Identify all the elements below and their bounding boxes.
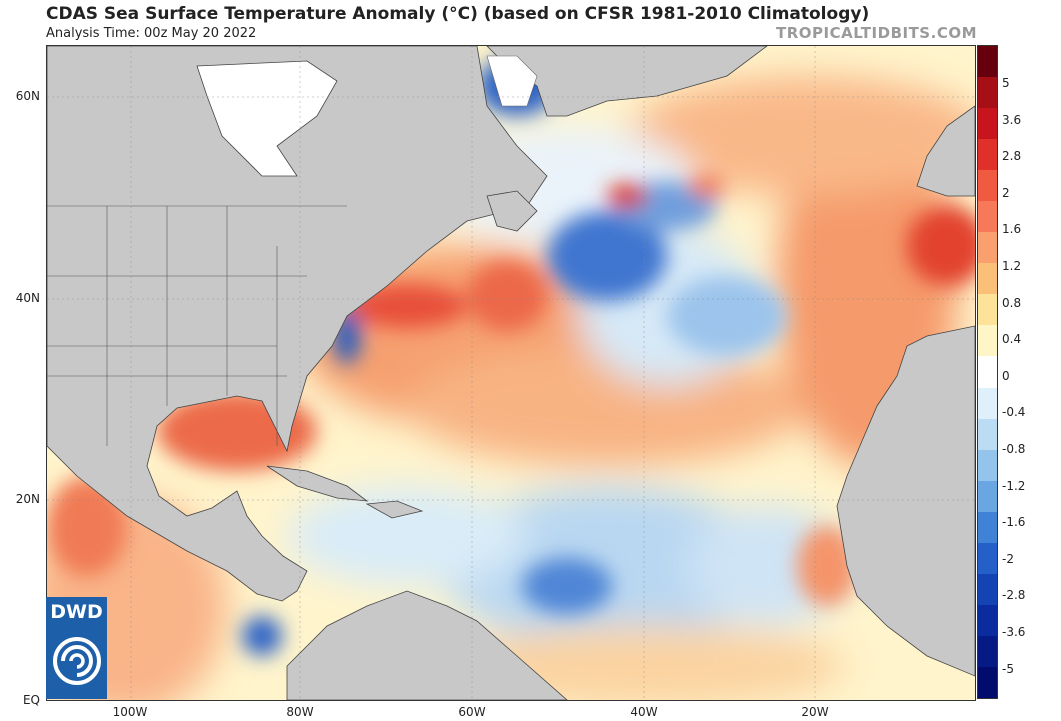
colorbar-segment bbox=[978, 542, 997, 575]
map-title: CDAS Sea Surface Temperature Anomaly (°C… bbox=[46, 4, 870, 24]
colorbar-segment bbox=[978, 325, 997, 357]
greenland-ice bbox=[486, 55, 538, 107]
colorbar-segment bbox=[978, 573, 997, 606]
colorbar-tick-label: 1.2 bbox=[1002, 259, 1022, 273]
lon-label-100w: 100W bbox=[112, 705, 148, 719]
colorbar-segment bbox=[978, 449, 997, 482]
lat-label-eq: EQ bbox=[22, 693, 40, 707]
colorbar-tick-label: 2 bbox=[1002, 185, 1010, 200]
colorbar-tick-label: 0 bbox=[1002, 368, 1010, 383]
lat-label-40n: 40N bbox=[15, 291, 40, 305]
lon-label-80w: 80W bbox=[286, 705, 314, 719]
swirl-icon bbox=[53, 637, 101, 685]
colorbar-tick-label: -0.8 bbox=[1002, 442, 1026, 456]
colorbar-tick-label: 5 bbox=[1002, 76, 1010, 90]
colorbar-tick-label: 2.8 bbox=[1002, 149, 1022, 164]
colorbar-tick-label: 0.4 bbox=[1002, 332, 1022, 347]
site-brand[interactable]: TROPICALTIDBITS.COM bbox=[776, 24, 977, 42]
graticule bbox=[47, 46, 975, 700]
borders bbox=[47, 205, 347, 446]
colorbar-segment bbox=[978, 604, 997, 637]
colorbar-segment bbox=[978, 201, 997, 233]
lat-label-60n: 60N bbox=[15, 89, 40, 103]
colorbar-segment bbox=[978, 170, 997, 202]
colorbar-segment bbox=[978, 356, 997, 389]
colorbar-segment bbox=[978, 418, 997, 451]
colorbar-tick-label: -1.6 bbox=[1002, 515, 1026, 530]
south-america bbox=[286, 590, 568, 700]
colorbar-segment bbox=[978, 511, 997, 544]
colorbar-tick-label: -1.2 bbox=[1002, 478, 1026, 493]
colorbar-segment bbox=[978, 666, 997, 699]
africa-iberia bbox=[836, 325, 975, 677]
colorbar-segment bbox=[978, 387, 997, 420]
colorbar-segment bbox=[978, 294, 997, 326]
north-america bbox=[47, 46, 548, 602]
colorbar-tick-label: -2 bbox=[1002, 551, 1014, 566]
colorbar-tick-label: 3.6 bbox=[1002, 112, 1022, 127]
lat-label-20n: 20N bbox=[15, 492, 40, 506]
lon-label-40w: 40W bbox=[630, 705, 658, 719]
colorbar-tick-label: -0.4 bbox=[1002, 405, 1026, 420]
dwd-logo-text: DWD bbox=[50, 601, 103, 623]
colorbar-tick-label: 1.6 bbox=[1002, 222, 1022, 237]
colorbar-segment bbox=[978, 139, 997, 171]
colorbar-segment bbox=[978, 635, 997, 668]
ice-cover bbox=[196, 60, 338, 177]
colorbar-tick-label: -5 bbox=[1002, 661, 1014, 676]
analysis-time: Analysis Time: 00z May 20 2022 bbox=[46, 26, 257, 41]
colorbar-tick-label: -2.8 bbox=[1002, 588, 1026, 603]
hispaniola bbox=[365, 500, 424, 519]
colorbar-segment bbox=[978, 480, 997, 513]
colorbar-segment bbox=[978, 77, 997, 109]
colorbar-segment bbox=[978, 46, 997, 78]
land bbox=[47, 46, 975, 700]
lon-label-20w: 20W bbox=[801, 705, 829, 719]
colorbar bbox=[977, 45, 998, 699]
colorbar-segment bbox=[978, 263, 997, 295]
colorbar-tick-label: -3.6 bbox=[1002, 625, 1026, 639]
dwd-logo: DWD bbox=[46, 597, 107, 699]
colorbar-segment bbox=[978, 232, 997, 264]
europe bbox=[916, 105, 975, 197]
newfoundland bbox=[486, 190, 538, 232]
cuba bbox=[266, 465, 369, 502]
colorbar-tick-label: 0.8 bbox=[1002, 295, 1022, 310]
lon-label-60w: 60W bbox=[458, 705, 486, 719]
sst-anomaly-map bbox=[46, 45, 976, 701]
colorbar-segment bbox=[978, 108, 997, 140]
